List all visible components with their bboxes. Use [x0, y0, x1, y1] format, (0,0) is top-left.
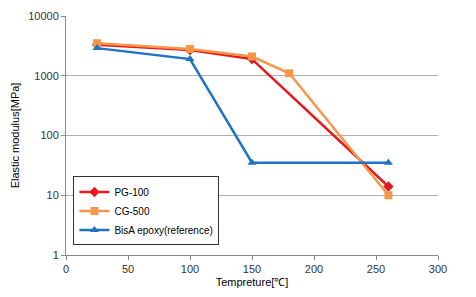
svg-text:BisA epoxy(reference): BisA epoxy(reference): [114, 225, 212, 236]
svg-text:150: 150: [243, 263, 261, 275]
svg-text:0: 0: [63, 263, 69, 275]
svg-text:Tempreture[℃]: Tempreture[℃]: [216, 276, 289, 288]
svg-text:CG-500: CG-500: [114, 206, 149, 217]
svg-text:200: 200: [305, 263, 323, 275]
svg-text:300: 300: [429, 263, 447, 275]
svg-text:250: 250: [367, 263, 385, 275]
svg-text:50: 50: [122, 263, 134, 275]
svg-text:10: 10: [47, 189, 59, 201]
svg-text:100: 100: [40, 129, 58, 141]
svg-text:100: 100: [181, 263, 199, 275]
svg-text:Elastic modulus[MPa]: Elastic modulus[MPa]: [9, 83, 21, 189]
svg-text:PG-100: PG-100: [114, 187, 149, 198]
svg-text:1: 1: [53, 249, 59, 261]
svg-text:1000: 1000: [34, 70, 58, 82]
svg-text:10000: 10000: [28, 10, 59, 22]
